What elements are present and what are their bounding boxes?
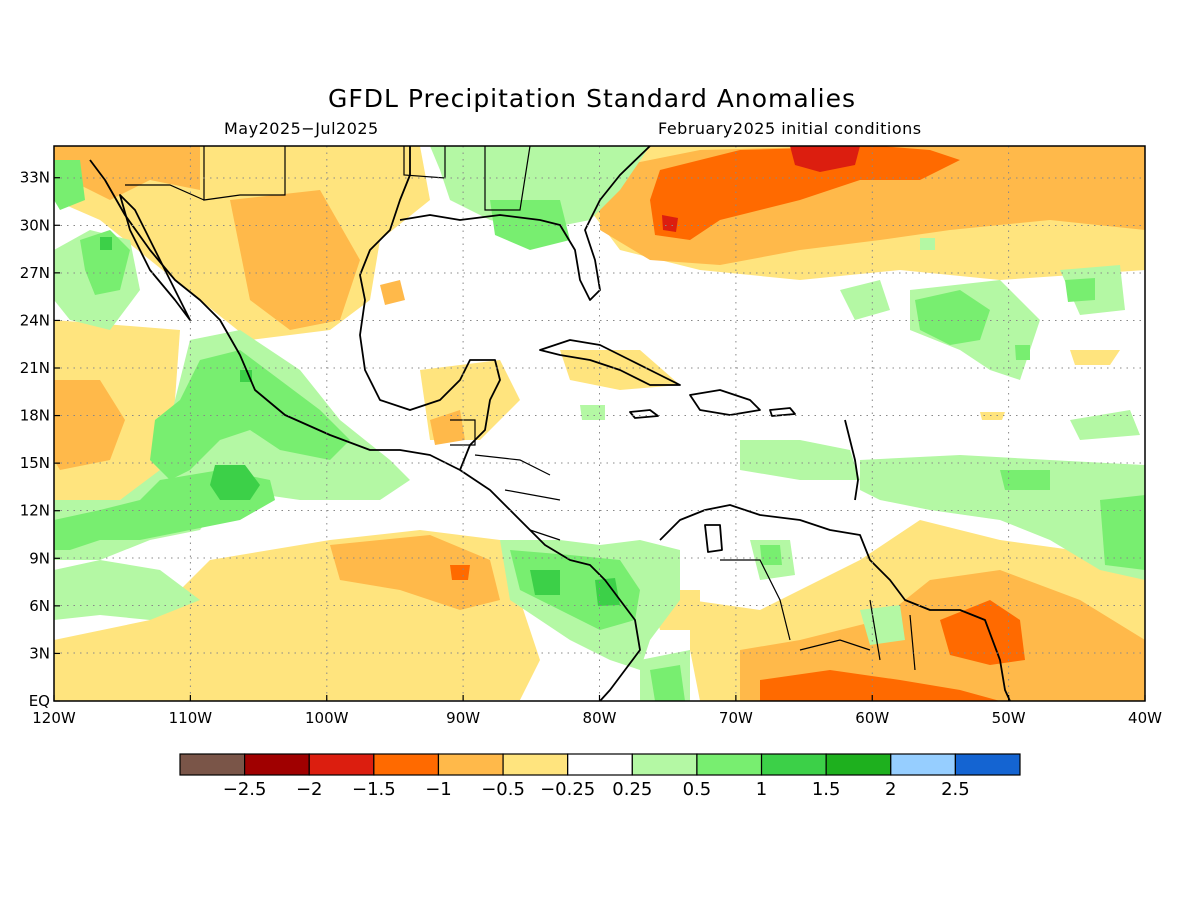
- political-borders: [125, 146, 916, 671]
- legend-swatch: [308, 753, 375, 776]
- legend-label: 2.5: [941, 779, 970, 800]
- legend-label: 1: [756, 779, 767, 800]
- map-title: GFDL Precipitation Standard Anomalies: [328, 84, 856, 113]
- legend-label: 2: [885, 779, 896, 800]
- initial-conditions: February2025 initial conditions: [658, 119, 922, 138]
- forecast-period: May2025−Jul2025: [224, 119, 379, 138]
- legend-label: −2.5: [223, 779, 267, 800]
- legend-swatch: [954, 753, 1021, 776]
- lon-tick-label: 80W: [583, 709, 617, 727]
- lon-tick-label: 40W: [1128, 709, 1162, 727]
- lat-tick-label: EQ: [29, 692, 50, 710]
- color-legend: −2.5 −2 −1.5 −1 −0.5 −0.25 0.25 0.5 1 1.5 2 2.5: [179, 753, 1021, 800]
- legend-swatch: [373, 753, 440, 776]
- lon-tick-label: 50W: [992, 709, 1026, 727]
- legend-label: −2: [296, 779, 323, 800]
- legend-label: −0.5: [481, 779, 525, 800]
- longitude-axis: 120W 110W 100W 90W 80W 70W 60W 50W 40W: [32, 695, 1162, 727]
- lat-tick-label: 3N: [29, 644, 50, 662]
- lon-tick-label: 120W: [32, 709, 76, 727]
- lat-tick-label: 24N: [20, 311, 50, 329]
- lat-tick-label: 21N: [20, 359, 50, 377]
- legend-swatch: [825, 753, 892, 776]
- legend-label: −0.25: [540, 779, 595, 800]
- latitude-axis: 33N 30N 27N 24N 21N 18N 15N 12N 9N 6N 3N EQ: [20, 169, 60, 710]
- lon-tick-label: 90W: [446, 709, 480, 727]
- lat-tick-label: 9N: [29, 549, 50, 567]
- coastlines: [89, 146, 1011, 701]
- legend-swatch: [244, 753, 310, 776]
- legend-swatch: [760, 753, 827, 776]
- anomaly-field: [54, 146, 1145, 701]
- lat-tick-label: 18N: [20, 407, 50, 425]
- lat-tick-label: 6N: [29, 597, 50, 615]
- lon-tick-label: 70W: [719, 709, 753, 727]
- legend-label: −1: [425, 779, 452, 800]
- dry-very-strong-regions: [662, 146, 860, 232]
- legend-label: 0.25: [612, 779, 652, 800]
- legend-swatch: [437, 753, 504, 776]
- lon-tick-label: 60W: [855, 709, 889, 727]
- lat-tick-label: 30N: [20, 216, 50, 234]
- legend-swatch: [631, 753, 698, 776]
- graticule: [54, 146, 1145, 701]
- lon-tick-label: 100W: [305, 709, 349, 727]
- lat-tick-label: 12N: [20, 502, 50, 520]
- legend-label: −1.5: [352, 779, 396, 800]
- legend-swatch: [696, 753, 763, 776]
- legend-label: 1.5: [812, 779, 841, 800]
- legend-swatch: [179, 753, 246, 776]
- lat-tick-label: 15N: [20, 454, 50, 472]
- lat-tick-label: 33N: [20, 169, 50, 187]
- legend-swatch: [890, 753, 956, 776]
- lon-tick-label: 110W: [169, 709, 213, 727]
- lat-tick-label: 27N: [20, 264, 50, 282]
- legend-label: 0.5: [683, 779, 712, 800]
- dry-strong-regions: [450, 146, 1025, 701]
- wet-strong-regions: [100, 237, 620, 606]
- legend-swatch: [502, 753, 569, 776]
- legend-swatch: [567, 753, 633, 776]
